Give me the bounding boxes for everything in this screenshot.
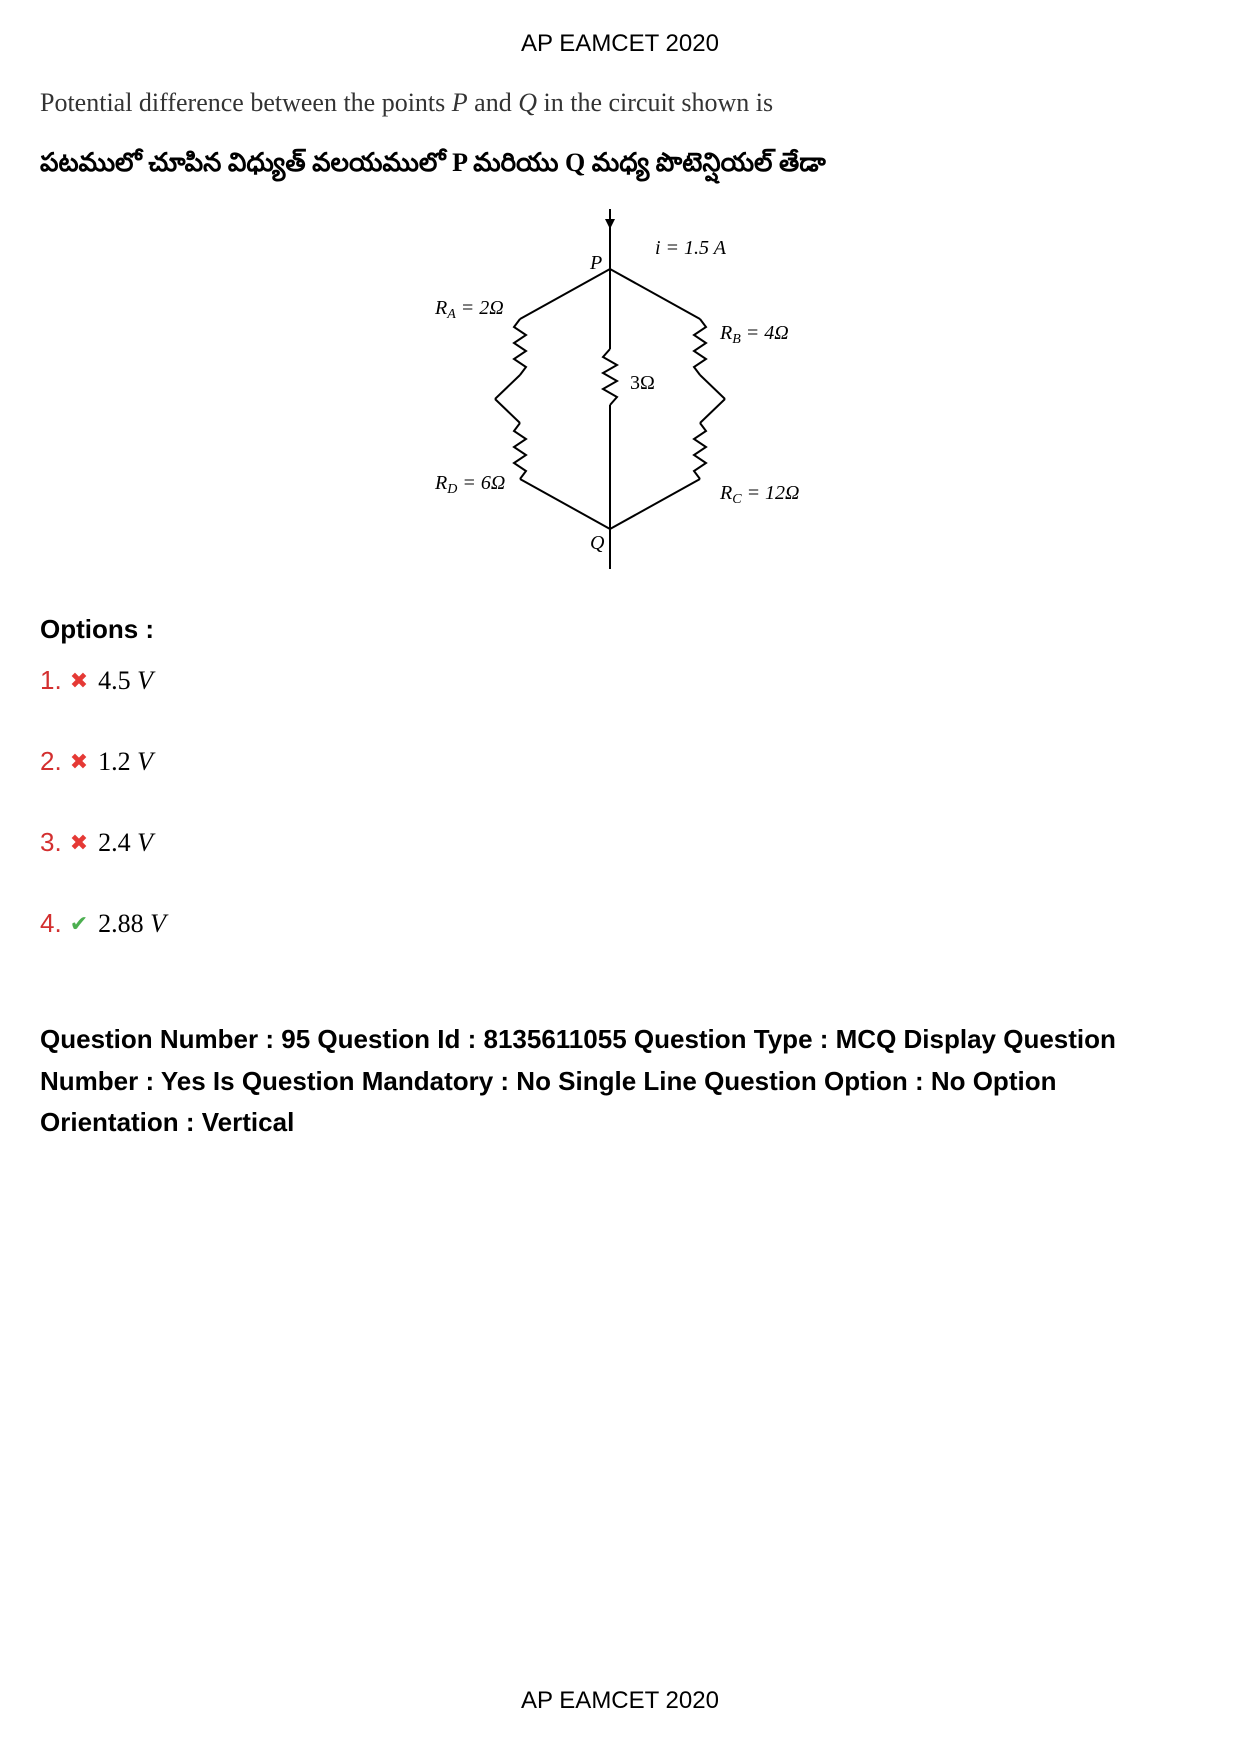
option-3-number: 3. (40, 827, 62, 858)
circuit-diagram: P i = 1.5 A Q RA = 2Ω RB = 4Ω RD = 6Ω RC… (410, 209, 830, 569)
option-3-value: 2.4 V (98, 828, 153, 858)
option-2: 2. ✖ 1.2 V (40, 746, 1200, 777)
rb-label: RB = 4Ω (719, 322, 789, 347)
option-1: 1. ✖ 4.5 V (40, 665, 1200, 696)
question-en-p: P (452, 88, 468, 117)
question-en-p3: in the circuit shown is (537, 88, 773, 117)
option-4-value: 2.88 V (98, 909, 166, 939)
wrong-icon: ✖ (70, 749, 88, 775)
question-en-p1: Potential difference between the points (40, 88, 452, 117)
option-4-number: 4. (40, 908, 62, 939)
center-r-label: 3Ω (630, 372, 655, 394)
current-label: i = 1.5 A (655, 237, 727, 259)
circuit-diagram-container: P i = 1.5 A Q RA = 2Ω RB = 4Ω RD = 6Ω RC… (40, 209, 1200, 574)
wrong-icon: ✖ (70, 830, 88, 856)
ra-label: RA = 2Ω (434, 297, 504, 322)
node-p-label: P (589, 252, 602, 274)
option-3: 3. ✖ 2.4 V (40, 827, 1200, 858)
option-2-number: 2. (40, 746, 62, 777)
option-1-value: 4.5 V (98, 666, 153, 696)
rc-label: RC = 12Ω (719, 482, 800, 507)
options-heading: Options : (40, 614, 1200, 645)
correct-icon: ✔ (70, 911, 88, 937)
question-en-p2: and (468, 88, 519, 117)
node-q-label: Q (590, 532, 605, 554)
footer-title: AP EAMCET 2020 (0, 1687, 1240, 1715)
question-text-telugu: పటములో చూపిన విధ్యుత్ వలయములో P మరియు Q … (40, 148, 1200, 184)
question-text-english: Potential difference between the points … (40, 88, 1200, 118)
question-metadata: Question Number : 95 Question Id : 81356… (40, 1019, 1200, 1144)
question-en-q: Q (518, 88, 537, 117)
header-title: AP EAMCET 2020 (40, 30, 1200, 58)
option-1-number: 1. (40, 665, 62, 696)
option-4: 4. ✔ 2.88 V (40, 908, 1200, 939)
option-2-value: 1.2 V (98, 747, 153, 777)
wrong-icon: ✖ (70, 668, 88, 694)
rd-label: RD = 6Ω (434, 472, 505, 497)
